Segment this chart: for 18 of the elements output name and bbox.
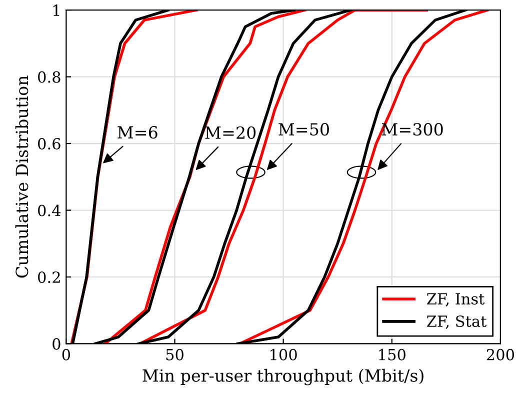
- legend-label: ZF, Stat: [427, 315, 487, 329]
- legend-label: ZF, Inst: [427, 293, 485, 306]
- x-tick-label: 150: [379, 348, 406, 360]
- annotation: M=20: [205, 126, 256, 139]
- y-tick-label: 0.4: [38, 204, 61, 216]
- x-tick-label: 100: [270, 348, 297, 360]
- y-tick-label: 0.2: [38, 271, 60, 283]
- annotation: M=50: [278, 123, 329, 136]
- x-tick-label: 200: [486, 348, 514, 360]
- y-tick-label: 0.6: [38, 138, 60, 150]
- y-tick-label: 0: [52, 338, 60, 350]
- x-axis-title: Min per-user throughput (Mbit/s): [142, 368, 424, 386]
- y-tick-label: 0.8: [38, 71, 60, 83]
- y-tick-label: 1: [53, 4, 60, 16]
- annotation: M=6: [118, 126, 158, 139]
- x-tick-label: 50: [166, 348, 184, 360]
- x-tick-label: 0: [62, 348, 70, 360]
- y-axis-title: Cumulative Distribution: [15, 76, 28, 278]
